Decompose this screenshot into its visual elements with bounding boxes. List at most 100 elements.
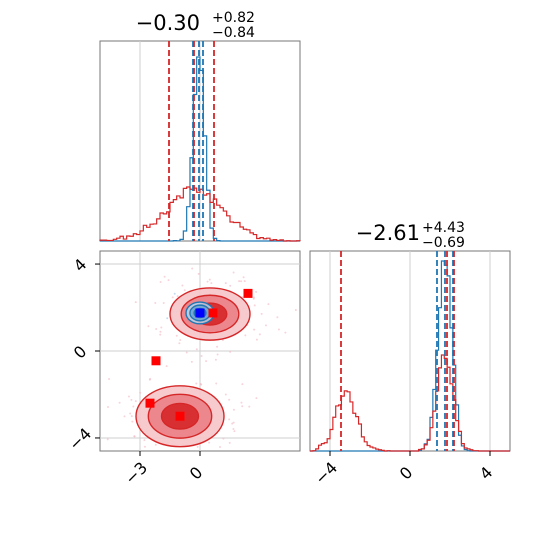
scatter-point <box>163 275 166 278</box>
scatter-point <box>159 280 162 283</box>
scatter-point <box>232 408 235 411</box>
scatter-point <box>166 317 169 320</box>
scatter-point <box>195 382 198 385</box>
x-ticks: −4 0 4 <box>311 451 496 488</box>
scatter-point <box>267 303 270 306</box>
scatter-point <box>240 280 243 283</box>
x-tick-label: −3 <box>121 458 151 488</box>
scatter-point <box>232 271 235 274</box>
scatter-point <box>118 401 121 404</box>
grid-lines <box>139 41 201 241</box>
scatter-point <box>205 360 208 363</box>
scatter-point <box>229 350 232 353</box>
title-sub-right: −0.69 <box>422 235 465 251</box>
scatter-point <box>258 333 261 336</box>
scatter-point <box>154 443 157 446</box>
scatter-point <box>208 278 211 281</box>
scatter-point <box>229 284 232 287</box>
scatter-panel-bottom-left: −3 0 4 0 −4 <box>65 250 301 488</box>
markers <box>145 288 253 421</box>
x-tick-label: 0 <box>186 463 207 484</box>
scatter-point <box>228 398 231 401</box>
scatter-point <box>214 358 217 361</box>
x-tick-label: −4 <box>311 458 341 488</box>
scatter-point <box>159 330 162 333</box>
scatter-point <box>131 420 134 423</box>
scatter-point <box>133 435 136 438</box>
scatter-point <box>167 279 170 282</box>
scatter-point <box>252 297 255 300</box>
histogram-panel-bottom-right: −4 0 4 −2.61 +4.43 −0.69 <box>309 220 511 488</box>
marker-square <box>151 356 161 366</box>
scatter-point <box>134 400 137 403</box>
x-tick-label: 4 <box>476 463 497 484</box>
scatter-point <box>228 441 231 444</box>
scatter-point <box>143 445 146 448</box>
scatter-point <box>224 282 227 285</box>
scatter-point <box>162 302 165 305</box>
scatter-point <box>206 280 209 283</box>
grid-lines <box>329 251 491 451</box>
scatter-point <box>255 290 258 293</box>
scatter-point <box>106 438 109 441</box>
histogram-panel-top: −0.30 +0.82 −0.84 <box>99 10 301 242</box>
scatter-point <box>277 328 280 331</box>
y-ticks: 4 0 −4 <box>65 255 100 454</box>
scatter-point <box>160 326 163 329</box>
scatter-point <box>173 292 176 295</box>
title-sub-top: −0.84 <box>212 25 255 41</box>
scatter-point <box>132 405 135 408</box>
marker-square <box>145 398 155 408</box>
title-sup-top: +0.82 <box>212 10 255 26</box>
scatter-point <box>243 280 246 283</box>
scatter-point <box>222 437 225 440</box>
scatter-point <box>183 289 186 292</box>
histogram-series <box>310 260 510 452</box>
y-tick-label: −4 <box>65 424 95 454</box>
scatter-point <box>232 428 235 431</box>
scatter-point <box>190 360 193 363</box>
scatter-point <box>276 316 279 319</box>
scatter-point <box>139 391 142 394</box>
scatter-point <box>260 312 263 315</box>
title-value-right: −2.61 <box>356 221 420 245</box>
scatter-point <box>155 327 158 330</box>
scatter-point <box>216 345 219 348</box>
scatter-point <box>185 351 188 354</box>
scatter-point <box>208 441 211 444</box>
scatter-point <box>165 365 168 368</box>
marker-square <box>208 308 218 318</box>
marker-square <box>175 411 185 421</box>
marker-square <box>243 288 253 298</box>
scatter-point <box>154 302 157 305</box>
y-tick-label: 4 <box>70 255 91 276</box>
scatter-point <box>210 282 213 285</box>
scatter-point <box>218 445 221 448</box>
scatter-point <box>130 398 133 401</box>
scatter-point <box>191 267 194 270</box>
scatter-point <box>238 280 241 283</box>
scatter-point <box>241 405 244 408</box>
scatter-point <box>255 338 258 341</box>
scatter-point <box>175 334 178 337</box>
x-ticks: −3 0 <box>121 451 206 488</box>
scatter-point <box>171 296 174 299</box>
histogram-series-0 <box>100 56 300 242</box>
scatter-point <box>284 331 287 334</box>
histogram-series-1 <box>99 186 301 242</box>
scatter-point <box>240 401 243 404</box>
scatter-point <box>215 382 218 385</box>
quantile-lines <box>168 41 215 241</box>
scatter-point <box>179 338 182 341</box>
title-value-top: −0.30 <box>136 11 200 35</box>
scatter-point <box>233 430 236 433</box>
scatter-point <box>232 421 235 424</box>
scatter-point <box>253 304 256 307</box>
scatter-point <box>143 439 146 442</box>
scatter-point <box>255 397 258 400</box>
scatter-point <box>244 334 247 337</box>
scatter-point <box>178 342 181 345</box>
histogram-series <box>99 56 301 242</box>
scatter-point <box>197 272 200 275</box>
y-tick-label: 0 <box>70 342 91 363</box>
